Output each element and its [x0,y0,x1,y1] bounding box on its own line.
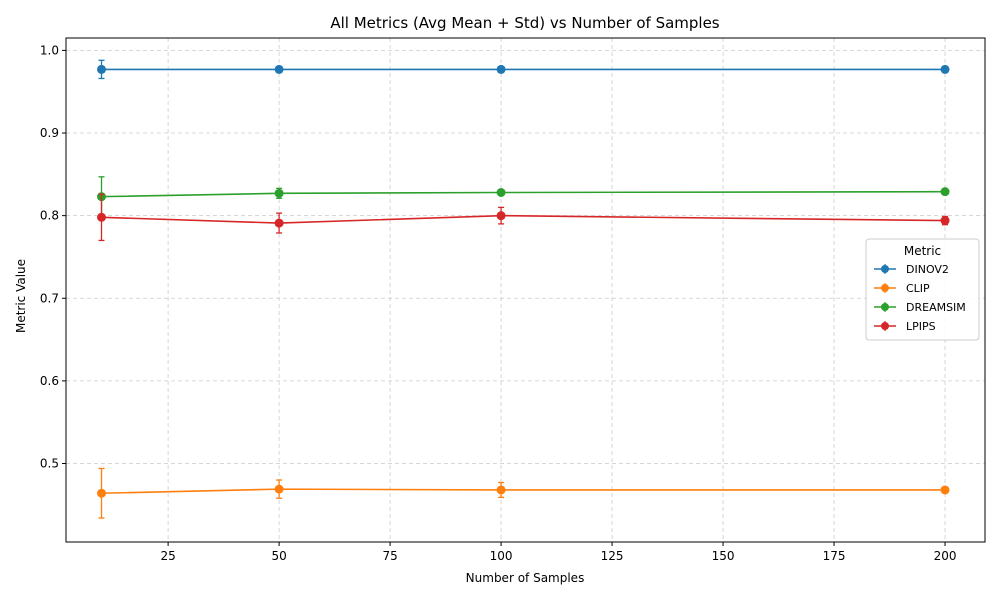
data-point [940,485,950,495]
legend-title: Metric [904,244,941,258]
legend-item-lpips: LPIPS [874,320,936,333]
y-tick-label: 0.5 [40,457,59,471]
y-tick-label: 0.9 [40,126,59,140]
x-tick-label: 50 [271,549,286,563]
legend-item-dreamsim: DREAMSIM [874,301,966,314]
chart-title: All Metrics (Avg Mean + Std) vs Number o… [330,14,719,32]
grid [66,38,985,542]
x-tick-label: 200 [934,549,957,563]
data-point [274,64,284,74]
data-point [274,188,284,198]
legend-item-clip: CLIP [874,282,930,295]
data-point [940,187,950,197]
x-tick-label: 150 [712,549,735,563]
series-lpips [97,193,950,242]
y-tick-label: 0.8 [40,209,59,223]
data-point [496,188,506,198]
data-point [496,485,506,495]
legend-label: LPIPS [906,320,936,333]
legend-label: DREAMSIM [906,301,966,314]
data-point [97,488,107,498]
legend-marker [881,322,889,330]
x-tick-label: 175 [823,549,846,563]
series-line [101,488,946,495]
legend: Metric DINOV2 CLIP DREAMSIM LPIPS [865,238,980,341]
x-tick-label: 75 [382,549,397,563]
legend-item-dinov2: DINOV2 [874,263,949,276]
legend-label: DINOV2 [906,263,949,276]
series-line [101,190,946,198]
data-point [496,64,506,74]
series-dreamsim [97,176,950,218]
x-axis-label: Number of Samples [466,571,585,585]
series-line [101,214,946,224]
legend-marker [881,284,889,292]
series-clip [97,467,950,519]
y-tick-label: 0.6 [40,374,59,388]
data-point [940,216,950,226]
x-tick-label: 100 [490,549,513,563]
data-point [274,484,284,494]
data-point [940,64,950,74]
ticks: 25 50 75 100 125 150 175 200 0.5 0.6 0.7 0.8 0.9 1.0 [40,43,957,563]
legend-marker [881,303,889,311]
data-point [496,211,506,221]
data-point [97,64,107,74]
legend-marker [881,265,889,273]
legend-label: CLIP [906,282,930,295]
plot-area [97,59,950,519]
axes-frame [65,37,986,543]
y-tick-label: 1.0 [40,43,59,57]
x-tick-label: 125 [601,549,624,563]
data-point [274,218,284,228]
x-tick-label: 25 [160,549,175,563]
series-dinov2 [97,59,950,80]
y-tick-label: 0.7 [40,291,59,305]
data-point [97,212,107,222]
legend-box [865,238,980,341]
y-axis-label: Metric Value [14,259,28,333]
